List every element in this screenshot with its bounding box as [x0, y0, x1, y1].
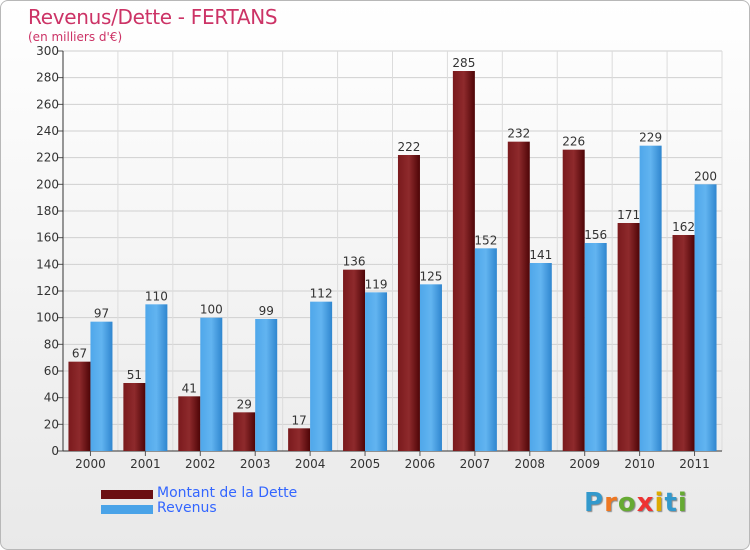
chart-title: Revenus/Dette - FERTANS — [28, 5, 278, 29]
y-tick-label: 0 — [51, 444, 59, 458]
legend-label-revenus: Revenus — [157, 500, 217, 516]
y-tick-label: 260 — [36, 97, 59, 111]
logo-letter: P — [584, 488, 605, 518]
data-label: 141 — [529, 248, 552, 262]
chart-subtitle: (en milliers d'€) — [28, 30, 123, 44]
bar-dette — [288, 428, 311, 451]
data-label: 51 — [127, 368, 142, 382]
bar-dette — [617, 223, 640, 451]
data-label: 67 — [72, 347, 87, 361]
y-tick-label: 240 — [36, 124, 59, 138]
y-tick-label: 40 — [44, 391, 59, 405]
bar-revenus — [419, 284, 442, 451]
y-tick-label: 200 — [36, 177, 59, 191]
data-label: 232 — [507, 127, 530, 141]
data-label: 41 — [182, 381, 197, 395]
data-label: 99 — [259, 304, 274, 318]
x-tick-label: 2003 — [240, 457, 271, 471]
logo-letter: x — [636, 488, 655, 518]
y-tick-label: 180 — [36, 204, 59, 218]
bar-dette — [397, 155, 420, 451]
data-label: 125 — [420, 269, 443, 283]
logo-letter: o — [617, 488, 637, 518]
data-label: 97 — [94, 307, 109, 321]
bar-revenus — [200, 317, 223, 451]
legend-label-dette: Montant de la Dette — [157, 485, 298, 501]
bar-revenus — [255, 319, 278, 451]
x-tick-label: 2009 — [569, 457, 600, 471]
x-tick-label: 2005 — [350, 457, 381, 471]
bar-dette — [343, 269, 366, 451]
data-label: 200 — [694, 169, 717, 183]
bar-revenus — [529, 263, 552, 451]
bar-dette — [178, 396, 201, 451]
bar-revenus — [474, 248, 497, 451]
data-label: 285 — [452, 56, 475, 70]
bar-revenus — [365, 292, 388, 451]
bar-revenus — [90, 321, 113, 451]
data-label: 29 — [237, 397, 252, 411]
bar-revenus — [584, 243, 607, 451]
data-label: 112 — [310, 287, 333, 301]
data-label: 229 — [639, 131, 662, 145]
data-label: 162 — [672, 220, 695, 234]
logo-letter: t — [664, 488, 678, 518]
logo-letter: i — [654, 488, 665, 518]
bar-dette — [233, 412, 256, 451]
x-tick-label: 2008 — [515, 457, 546, 471]
data-label: 152 — [474, 233, 497, 247]
bar-dette — [672, 235, 695, 451]
x-tick-label: 2002 — [185, 457, 216, 471]
bar-revenus — [639, 145, 662, 451]
data-label: 171 — [617, 208, 640, 222]
legend-swatch-revenus — [101, 505, 153, 514]
y-tick-label: 20 — [44, 417, 59, 431]
y-tick-label: 220 — [36, 151, 59, 165]
data-label: 100 — [200, 303, 223, 317]
x-tick-label: 2007 — [460, 457, 491, 471]
y-tick-label: 100 — [36, 311, 59, 325]
legend-swatch-dette — [101, 490, 153, 499]
bar-revenus — [694, 184, 717, 452]
data-label: 222 — [398, 140, 421, 154]
data-label: 226 — [562, 135, 585, 149]
y-tick-label: 280 — [36, 71, 59, 85]
x-tick-label: 2000 — [75, 457, 106, 471]
bar-dette — [123, 383, 146, 451]
bar-dette — [507, 141, 530, 451]
x-tick-label: 2006 — [405, 457, 436, 471]
data-label: 156 — [584, 228, 607, 242]
y-tick-label: 160 — [36, 231, 59, 245]
y-tick-label: 140 — [36, 257, 59, 271]
logo-letter: i — [677, 488, 688, 518]
bar-dette — [68, 361, 91, 451]
data-label: 119 — [365, 277, 388, 291]
data-label: 17 — [291, 413, 306, 427]
x-tick-label: 2010 — [624, 457, 655, 471]
bar-dette — [452, 71, 475, 451]
data-label: 136 — [343, 255, 366, 269]
bar-revenus — [145, 304, 168, 451]
bar-revenus — [310, 301, 333, 451]
y-tick-label: 300 — [36, 44, 59, 58]
y-tick-label: 80 — [44, 337, 59, 351]
x-tick-label: 2011 — [679, 457, 710, 471]
y-tick-label: 60 — [44, 364, 59, 378]
x-tick-label: 2004 — [295, 457, 326, 471]
y-tick-label: 120 — [36, 284, 59, 298]
bar-dette — [562, 149, 585, 451]
x-tick-label: 2001 — [130, 457, 161, 471]
data-label: 110 — [145, 289, 168, 303]
proxiti-logo: Proxiti — [584, 488, 688, 518]
logo-letter: r — [604, 488, 618, 518]
